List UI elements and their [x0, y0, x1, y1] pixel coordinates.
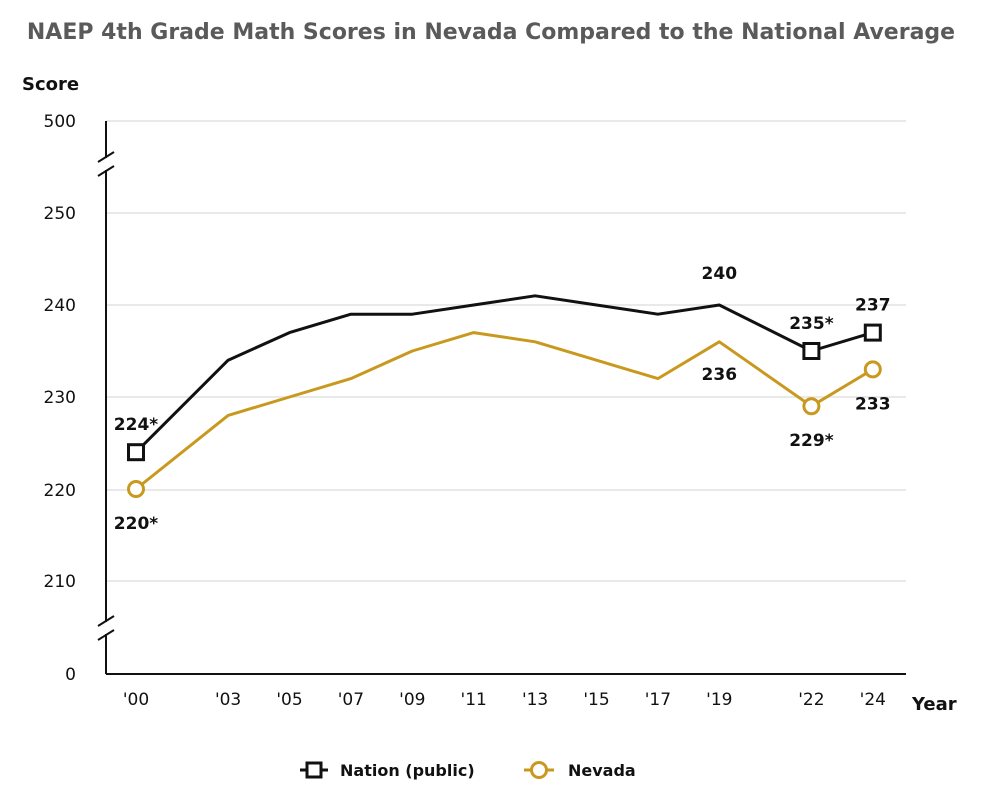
- data-point-nation: [127, 443, 145, 462]
- data-label: 240: [702, 264, 738, 284]
- axis-break-mark: [97, 165, 115, 177]
- legend-label-nation: Nation (public): [340, 761, 475, 780]
- y-tick-label: 250: [44, 204, 76, 224]
- legend: Nation (public) Nevada: [300, 761, 636, 780]
- series-line-nation: [134, 294, 874, 454]
- legend-marker-nevada: [530, 761, 548, 779]
- data-label: 233: [855, 394, 891, 414]
- x-tick-label: '13: [522, 690, 548, 710]
- axis-break-mark: [97, 151, 115, 163]
- x-tick-label: '15: [583, 690, 609, 710]
- x-tick-label: '24: [860, 690, 886, 710]
- x-tick-label: '09: [399, 690, 425, 710]
- y-tick-label: 240: [44, 296, 76, 316]
- x-tick-label: '19: [706, 690, 732, 710]
- y-tick-label: 220: [44, 481, 76, 501]
- data-label: 229*: [789, 431, 833, 451]
- chart-title: NAEP 4th Grade Math Scores in Nevada Com…: [26, 20, 956, 45]
- legend-label-nevada: Nevada: [568, 761, 636, 780]
- y-axis-label: Score: [22, 74, 79, 95]
- legend-marker-nation: [305, 761, 323, 779]
- data-point-nevada: [863, 360, 882, 379]
- x-tick-label: '11: [461, 690, 487, 710]
- y-tick-label: 0: [65, 665, 76, 685]
- x-tick-label: '00: [123, 690, 149, 710]
- data-point-nevada: [127, 480, 145, 498]
- x-tick-label: '05: [276, 690, 302, 710]
- y-tick-label: 230: [44, 388, 76, 408]
- data-label: 237: [855, 296, 891, 316]
- axis-break-mark: [97, 629, 115, 641]
- y-tick-label: 210: [44, 572, 76, 592]
- data-label: 235*: [789, 314, 833, 334]
- x-tick-label: '03: [215, 690, 241, 710]
- data-point-nevada: [802, 397, 821, 416]
- x-tick-label: '07: [338, 690, 364, 710]
- series-line-nevada: [135, 331, 874, 491]
- data-label: 224*: [114, 415, 158, 435]
- axis-break-mark: [97, 615, 115, 627]
- data-point-nation: [863, 323, 882, 342]
- y-tick-label: 500: [44, 112, 76, 132]
- data-point-nation: [802, 342, 821, 360]
- data-label: 220*: [114, 514, 158, 534]
- x-tick-label: '17: [645, 690, 671, 710]
- x-tick-label: '22: [798, 690, 824, 710]
- x-axis-label: Year: [911, 694, 957, 715]
- data-label: 236: [702, 365, 738, 385]
